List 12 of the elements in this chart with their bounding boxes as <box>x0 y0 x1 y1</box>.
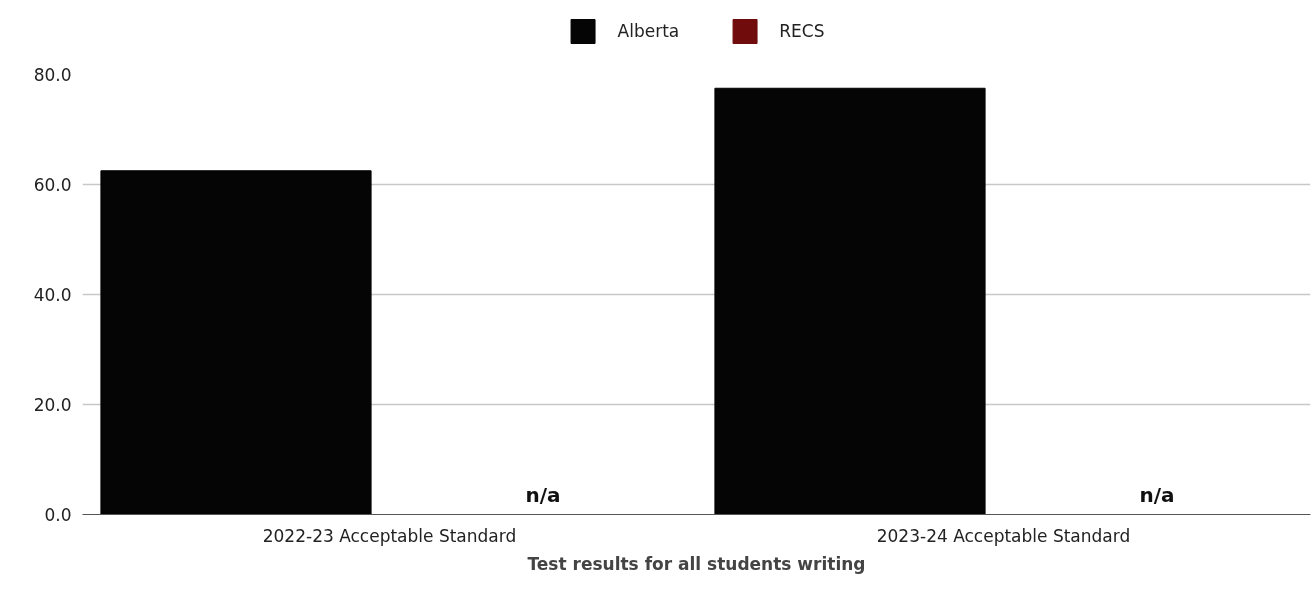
y-tick-label: 80.0 <box>33 65 72 85</box>
y-tick-label: 60.0 <box>33 175 72 195</box>
x-tick-label: 2022-23 Acceptable Standard <box>262 525 517 546</box>
legend-label: RECS <box>779 21 825 41</box>
x-axis-title: Test results for all students writing <box>527 553 866 574</box>
text: n/a <box>525 482 561 507</box>
y-tick-label: 0.0 <box>44 505 72 525</box>
y-tick-label: 40.0 <box>33 285 72 305</box>
text: n/a <box>1139 482 1175 507</box>
y-tick-label: 20.0 <box>33 395 72 415</box>
x-tick-label: 2023-24 Acceptable Standard <box>876 525 1131 546</box>
legend-label: Alberta <box>617 21 680 41</box>
